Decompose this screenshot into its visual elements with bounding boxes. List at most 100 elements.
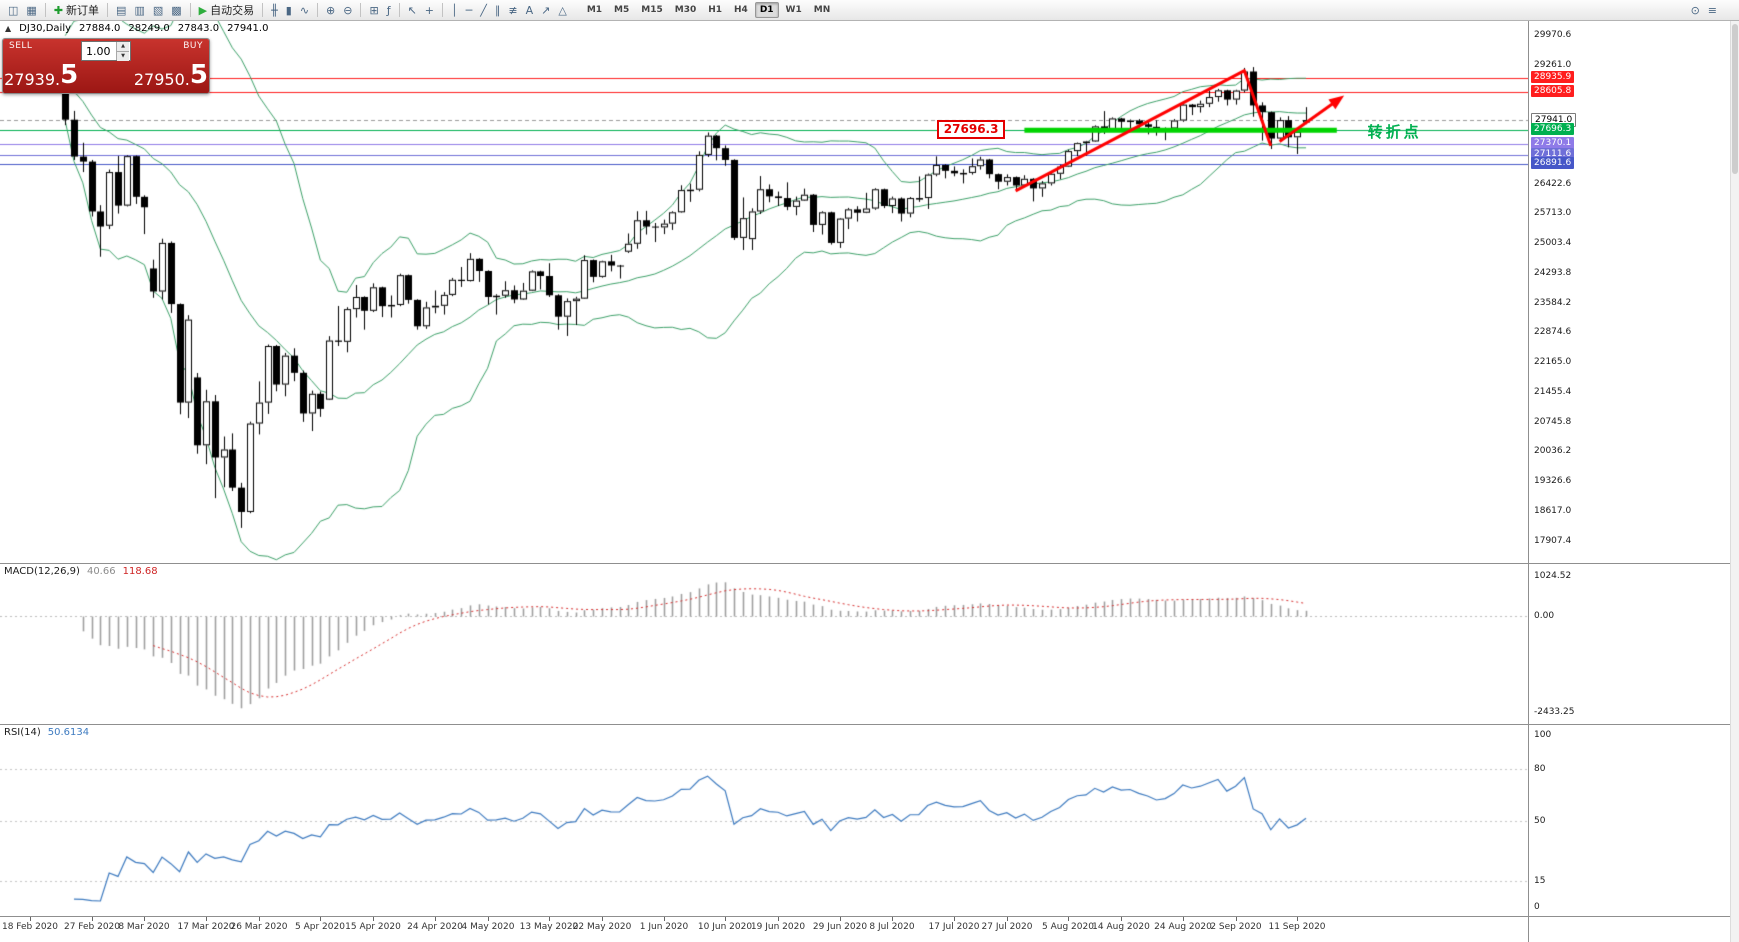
zoom-in-button[interactable]: ⊕ bbox=[322, 2, 339, 19]
trendline-button[interactable]: ╱ bbox=[476, 2, 491, 19]
date-label: 14 Aug 2020 bbox=[1092, 922, 1150, 932]
fibonacci-icon: ≢ bbox=[508, 3, 518, 17]
ohlc-close: 27941.0 bbox=[227, 23, 269, 34]
volume-down-button[interactable]: ▼ bbox=[117, 52, 129, 61]
tile-windows-button[interactable]: ⊞ bbox=[365, 2, 382, 19]
timeframe-m30-button[interactable]: M30 bbox=[674, 5, 697, 15]
buy-button[interactable]: BUY 27950.5 bbox=[132, 39, 209, 93]
price-tag: 27111.6 bbox=[1531, 147, 1575, 160]
panel-separator[interactable] bbox=[0, 563, 1739, 564]
text-button[interactable]: A bbox=[522, 2, 538, 19]
new-order-button[interactable]: ✚ 新订单 bbox=[50, 2, 103, 19]
volume-up-button[interactable]: ▲ bbox=[117, 42, 129, 52]
date-label: 5 Aug 2020 bbox=[1042, 922, 1094, 932]
panel-separator[interactable] bbox=[0, 724, 1739, 725]
date-label: 8 Jul 2020 bbox=[869, 922, 915, 932]
time-axis[interactable]: 18 Feb 2020 27 Feb 2020 8 Mar 2020 17 Mar 2… bbox=[0, 917, 1528, 942]
timeframe-h4-button[interactable]: H4 bbox=[734, 5, 748, 15]
arrow-tools-button[interactable]: ↗ bbox=[537, 2, 554, 19]
channel-button[interactable]: ∥ bbox=[491, 2, 505, 19]
date-tick bbox=[778, 917, 779, 921]
vertical-scrollbar[interactable] bbox=[1730, 21, 1739, 942]
sell-price: 27939.5 bbox=[3, 62, 79, 88]
zoom-out-button[interactable]: ⊖ bbox=[339, 2, 356, 19]
magnifier-icon: ⊙ bbox=[1690, 3, 1700, 17]
price-axis-label: 25713.0 bbox=[1534, 208, 1572, 219]
price-chart-panel: ▲ DJ30,Daily 27884.0 28249.0 27843.0 279… bbox=[0, 21, 1528, 563]
scrollbar-thumb[interactable] bbox=[1732, 24, 1738, 174]
vertical-line-button[interactable]: │ bbox=[447, 2, 462, 19]
price-axis-label: 29970.6 bbox=[1534, 30, 1572, 40]
candlestick-icon: ▮ bbox=[285, 3, 292, 17]
date-label: 13 May 2020 bbox=[519, 922, 579, 932]
toolbar-separator bbox=[317, 3, 319, 17]
quick-search-button[interactable]: ⊙ bbox=[1687, 2, 1704, 19]
play-icon: ▶ bbox=[198, 3, 208, 17]
date-tick bbox=[1236, 917, 1237, 921]
fibonacci-button[interactable]: ≢ bbox=[504, 2, 521, 19]
navigator-button[interactable]: ▧ bbox=[149, 2, 167, 19]
auto-trading-button[interactable]: ▶ 自动交易 bbox=[195, 2, 258, 19]
line-chart-icon: ∿ bbox=[299, 3, 310, 17]
crosshair-button[interactable]: + bbox=[421, 2, 438, 19]
vertical-line-icon: │ bbox=[451, 3, 458, 17]
buy-price-main: 27950. bbox=[133, 70, 190, 89]
terminal-icon: ▩ bbox=[171, 3, 182, 17]
plus-icon: ✚ bbox=[53, 3, 64, 17]
arrow-icon: ↗ bbox=[541, 3, 551, 17]
profiles-button[interactable]: ▦ bbox=[22, 2, 40, 19]
quick-settings-button[interactable]: ≡ bbox=[1704, 2, 1721, 19]
line-chart-button[interactable]: ∿ bbox=[296, 2, 313, 19]
zoom-in-icon: ⊕ bbox=[326, 3, 336, 17]
date-label: 27 Feb 2020 bbox=[63, 922, 121, 932]
date-label: 2 Sep 2020 bbox=[1210, 922, 1262, 932]
price-tag: 28605.8 bbox=[1531, 85, 1575, 98]
cursor-button[interactable]: ↖ bbox=[404, 2, 421, 19]
channel-icon: ∥ bbox=[494, 3, 501, 17]
date-label: 22 May 2020 bbox=[572, 922, 632, 932]
buy-price-big-digit: 5 bbox=[189, 60, 208, 90]
price-axis-label: 17907.4 bbox=[1534, 535, 1572, 546]
timeframe-m5-button[interactable]: M5 bbox=[614, 5, 630, 15]
toolbar-separator bbox=[442, 3, 443, 17]
price-chart-canvas[interactable] bbox=[0, 21, 1528, 563]
terminal-button[interactable]: ▩ bbox=[167, 2, 185, 19]
date-label: 19 Jun 2020 bbox=[750, 922, 806, 932]
indicators-button[interactable]: ƒ bbox=[383, 2, 395, 19]
timeframe-toolbar: M1 M5 M15 M30 H1 H4 D1 W1 MN bbox=[581, 2, 836, 18]
macd-signal-value: 118.68 bbox=[122, 566, 158, 577]
timeframe-m1-button[interactable]: M1 bbox=[586, 5, 603, 15]
new-chart-button[interactable]: ◫ bbox=[4, 2, 22, 19]
timeframe-h1-button[interactable]: H1 bbox=[708, 5, 723, 15]
toolbar-button-groups: ◫ ▦ ✚ 新订单 ▤ ▥ ▧ ▩ ▶ 自动交易 ╫ ▮ ∿ ⊕ ⊖ ⊞ ƒ ↖ + │ ─ ╱ ∥ ≢ A ↗ △ bbox=[4, 2, 571, 19]
shapes-button[interactable]: △ bbox=[554, 2, 570, 19]
macd-canvas[interactable] bbox=[0, 564, 1528, 724]
auto-trading-button-label: 自动交易 bbox=[210, 4, 255, 17]
horizontal-line-icon: ─ bbox=[465, 3, 473, 17]
timeframe-d1-button[interactable]: D1 bbox=[754, 2, 779, 18]
price-tag: 27696.3 bbox=[1531, 123, 1575, 136]
timeframe-m15-button[interactable]: M15 bbox=[641, 5, 663, 15]
crosshair-icon: + bbox=[424, 3, 434, 17]
price-axis[interactable]: 29970.629261.028551.427841.827132.226422… bbox=[1529, 0, 1734, 942]
timeframe-mn-button[interactable]: MN bbox=[813, 5, 831, 15]
sell-button[interactable]: SELL 27939.5 bbox=[3, 39, 80, 93]
price-axis-label: 20036.2 bbox=[1534, 446, 1572, 457]
candlestick-chart-button[interactable]: ▮ bbox=[282, 2, 296, 19]
new-chart-icon: ◫ bbox=[8, 3, 19, 17]
date-tick bbox=[206, 917, 207, 921]
horizontal-line-button[interactable]: ─ bbox=[462, 2, 477, 19]
panel-separator bbox=[0, 916, 1739, 917]
price-axis-label: 26422.6 bbox=[1534, 178, 1572, 189]
date-tick bbox=[373, 917, 374, 921]
date-tick bbox=[144, 917, 145, 921]
bar-chart-button[interactable]: ╫ bbox=[267, 2, 282, 19]
rsi-canvas[interactable] bbox=[0, 725, 1528, 917]
data-window-button[interactable]: ▥ bbox=[130, 2, 148, 19]
menu-icon: ≡ bbox=[1707, 3, 1717, 17]
volume-input[interactable] bbox=[82, 42, 116, 60]
one-click-collapse-icon[interactable]: ▲ bbox=[5, 24, 12, 33]
market-watch-button[interactable]: ▤ bbox=[112, 2, 130, 19]
rsi-axis-label: 100 bbox=[1534, 729, 1552, 740]
timeframe-w1-button[interactable]: W1 bbox=[785, 5, 802, 15]
